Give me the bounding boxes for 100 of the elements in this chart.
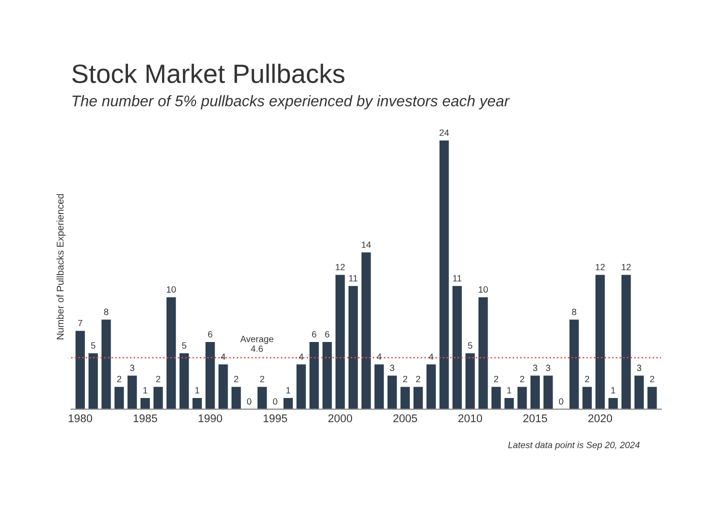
- data-label: 6: [208, 331, 212, 338]
- data-label: 10: [166, 286, 176, 293]
- bar: [192, 398, 202, 410]
- data-label: 2: [416, 376, 420, 382]
- data-label: 12: [622, 264, 631, 270]
- bar: [478, 297, 488, 410]
- bar: [465, 353, 475, 410]
- data-label: 4: [298, 354, 304, 360]
- bar: [426, 364, 436, 410]
- x-tick-label: 1980: [68, 414, 92, 422]
- bar: [361, 252, 371, 410]
- data-label: 3: [636, 364, 642, 372]
- data-label: 0: [558, 398, 564, 405]
- x-tick-label: 2015: [523, 414, 548, 422]
- data-label: 11: [349, 275, 358, 282]
- chart-subtitle: The number of 5% pullbacks experienced by investors each year: [72, 95, 510, 110]
- data-label: 0: [273, 398, 278, 405]
- bar: [530, 376, 540, 410]
- bar: [582, 386, 592, 410]
- data-label: 1: [286, 387, 290, 394]
- bar: [647, 386, 657, 410]
- bar: [102, 320, 111, 410]
- bar: [76, 330, 85, 410]
- bar: [88, 353, 98, 410]
- bar: [595, 274, 605, 410]
- ref-line-label: Average 4.6: [240, 336, 274, 352]
- data-label: 1: [143, 387, 148, 394]
- data-label: 2: [494, 376, 498, 382]
- bar: [114, 386, 124, 410]
- x-tick-label: 1990: [198, 414, 222, 422]
- data-label: 1: [195, 387, 200, 394]
- bar: [569, 320, 579, 410]
- data-label: 1: [611, 387, 616, 394]
- data-label: 6: [325, 331, 330, 338]
- data-label: 2: [260, 376, 264, 382]
- bar: [374, 364, 384, 410]
- data-label: 2: [403, 376, 408, 382]
- bar: [439, 140, 449, 410]
- data-label: 1: [507, 387, 512, 394]
- data-label: 11: [453, 275, 462, 282]
- data-label: 4: [428, 354, 434, 360]
- data-label: 24: [440, 129, 449, 136]
- chart-title: Stock Market Pullbacks: [72, 64, 344, 84]
- bar: [283, 398, 293, 410]
- data-label: 3: [130, 364, 134, 372]
- data-label: 8: [572, 308, 576, 316]
- bar: [608, 398, 618, 410]
- data-label: 8: [104, 308, 108, 316]
- bar: [154, 386, 163, 410]
- bar: [400, 386, 410, 410]
- data-label: 3: [390, 364, 394, 372]
- data-label: 4: [220, 354, 226, 360]
- bar: [504, 398, 514, 410]
- bar: [452, 286, 462, 410]
- text: Latest data point is Sep 20, 2024: [508, 442, 640, 450]
- data-label: 2: [234, 376, 238, 382]
- bar: [634, 376, 644, 410]
- data-label: 5: [91, 342, 96, 349]
- x-tick-label: 2020: [588, 414, 612, 422]
- data-label: 5: [182, 342, 186, 349]
- bar: [621, 274, 631, 410]
- bar: [543, 376, 553, 410]
- bar: [232, 386, 241, 410]
- bar: [180, 353, 189, 410]
- x-tick-label: 1985: [134, 414, 158, 422]
- data-label: 3: [532, 364, 538, 372]
- data-label: 7: [78, 320, 82, 326]
- data-label: 10: [478, 286, 488, 293]
- x-tick-label: 2005: [393, 414, 418, 422]
- data-label: 2: [117, 376, 122, 382]
- data-label: 6: [312, 331, 316, 338]
- x-tick-label: 1995: [264, 414, 288, 422]
- data-label: 14: [362, 242, 371, 248]
- bar: [218, 364, 228, 410]
- x-tick-label: 2010: [458, 414, 482, 422]
- bar: [413, 386, 423, 410]
- bar: [166, 297, 176, 410]
- data-label: 12: [336, 264, 345, 270]
- data-label: 2: [650, 376, 654, 382]
- bar: [387, 376, 397, 410]
- data-label: 2: [156, 376, 160, 382]
- bar: [206, 342, 215, 410]
- bar: [140, 398, 150, 410]
- data-label: 12: [596, 264, 605, 270]
- data-label: 5: [468, 342, 472, 349]
- data-label: 2: [585, 376, 590, 382]
- bar: [517, 386, 527, 410]
- bar: [348, 286, 358, 410]
- bar: [335, 274, 345, 410]
- bar: [296, 364, 306, 410]
- data-label: 3: [546, 364, 550, 372]
- bar: [128, 376, 137, 410]
- x-tick-label: 2000: [328, 414, 352, 422]
- bar: [309, 342, 319, 410]
- data-label: 4: [376, 354, 382, 360]
- bar: [491, 386, 501, 410]
- data-label: 2: [520, 376, 524, 382]
- y-axis-title: Number of Pullbacks Experienced: [56, 194, 66, 340]
- bar: [322, 342, 332, 410]
- data-label: 0: [247, 398, 252, 405]
